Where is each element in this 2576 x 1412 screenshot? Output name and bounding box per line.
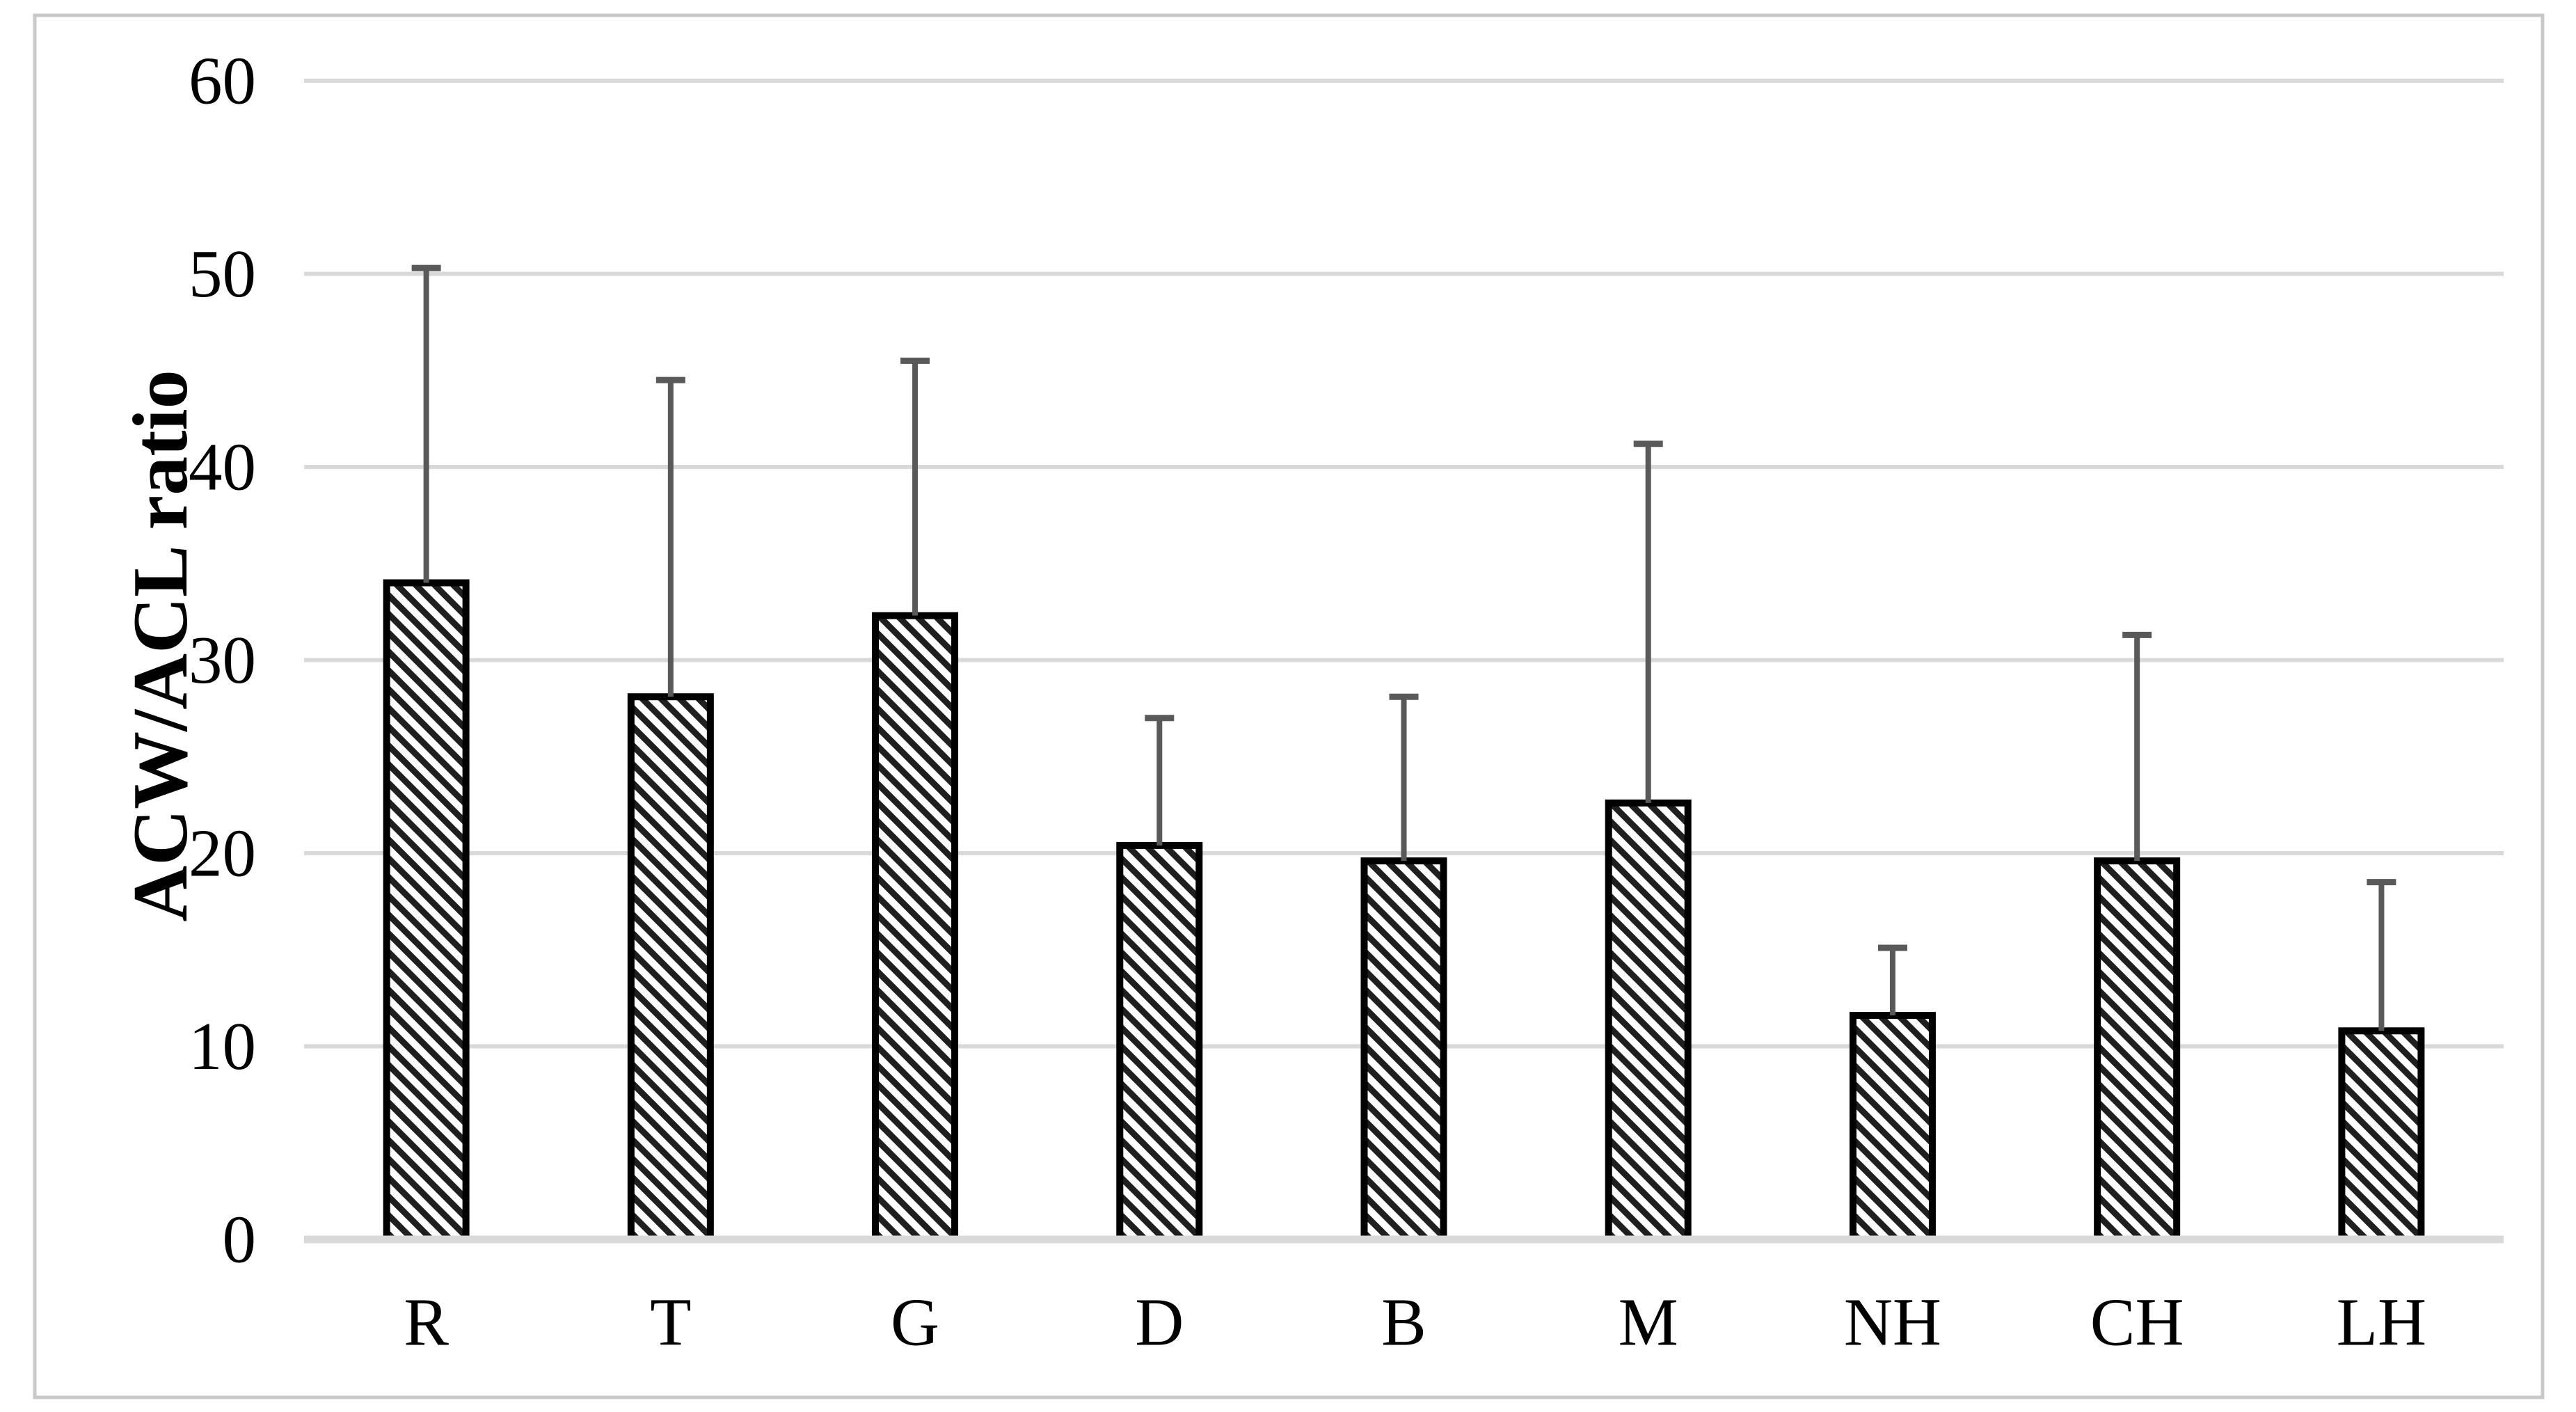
bar-B: [1360, 857, 1447, 1243]
x-category-label-M: M: [1619, 1285, 1678, 1360]
y-tick-label-0: 0: [223, 1203, 257, 1277]
bar-T: [627, 693, 714, 1243]
bar-CH: [2094, 857, 2181, 1243]
y-tick-label-40: 40: [189, 430, 256, 505]
y-tick-label-20: 20: [189, 816, 256, 891]
chart-border: [33, 13, 2545, 1399]
bar-G: [872, 612, 959, 1243]
x-category-label-NH: NH: [1844, 1285, 1941, 1360]
x-category-label-LH: LH: [2337, 1285, 2426, 1360]
bar-R: [383, 579, 470, 1243]
x-category-label-CH: CH: [2090, 1285, 2184, 1360]
x-category-label-G: G: [891, 1285, 939, 1360]
bar-LH: [2338, 1027, 2425, 1244]
bar-NH: [1849, 1012, 1936, 1243]
bar-M: [1605, 799, 1692, 1243]
bar-D: [1116, 841, 1203, 1243]
y-axis-title: ACW/ACL ratio: [118, 370, 204, 921]
y-tick-label-50: 50: [189, 237, 256, 311]
x-category-label-B: B: [1381, 1285, 1426, 1360]
x-category-label-D: D: [1135, 1285, 1184, 1360]
y-tick-label-30: 30: [189, 623, 256, 697]
x-category-label-R: R: [404, 1285, 449, 1360]
error-bars: [411, 264, 2396, 1031]
y-tick-label-60: 60: [189, 44, 256, 118]
y-tick-label-10: 10: [189, 1009, 256, 1084]
x-category-labels: R T G D B M NH CH LH: [404, 1285, 2426, 1360]
x-category-label-T: T: [650, 1285, 691, 1360]
y-tick-labels: 0 10 20 30 40 50 60: [189, 44, 256, 1277]
